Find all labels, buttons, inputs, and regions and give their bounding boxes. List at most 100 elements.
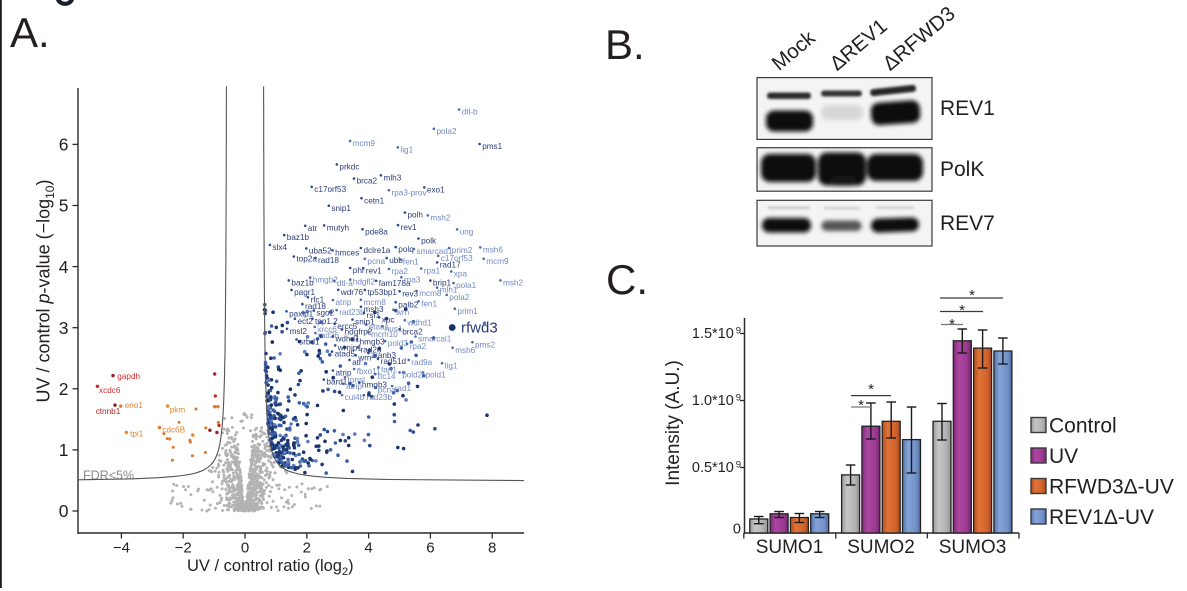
svg-text:pold3: pold3 — [388, 339, 408, 348]
svg-text:brca2: brca2 — [402, 327, 423, 336]
svg-text:gapdh: gapdh — [117, 372, 140, 381]
svg-text:tonsl: tonsl — [348, 375, 365, 384]
svg-text:REV1: REV1 — [940, 97, 995, 120]
svg-text:rpa2: rpa2 — [392, 267, 409, 276]
svg-text:smarcad1: smarcad1 — [417, 247, 453, 256]
svg-text:polh: polh — [408, 211, 424, 220]
svg-text:msh2: msh2 — [503, 279, 523, 288]
svg-text:1.5*10 9: 1.5*10 9 — [692, 326, 741, 343]
svg-text:wdr76: wdr76 — [340, 288, 364, 297]
svg-text:C.: C. — [606, 256, 648, 303]
svg-text:atad5: atad5 — [335, 350, 356, 359]
svg-text:UV: UV — [1049, 445, 1078, 468]
svg-text:lig1: lig1 — [400, 146, 413, 155]
svg-text:cul4b: cul4b — [345, 393, 365, 402]
svg-text:ctnnb1: ctnnb1 — [96, 407, 121, 416]
svg-text:wrn: wrn — [357, 353, 372, 362]
svg-text:wdhd1: wdhd1 — [406, 318, 432, 327]
svg-text:rad26: rad26 — [318, 331, 339, 340]
svg-text:pola2: pola2 — [437, 127, 457, 136]
svg-text:pkm: pkm — [170, 406, 186, 415]
svg-text:rad9a: rad9a — [411, 358, 432, 367]
svg-text:atrip: atrip — [336, 298, 352, 307]
svg-text:dtl-b: dtl-b — [462, 108, 478, 117]
svg-text:smarcal1: smarcal1 — [418, 335, 452, 344]
svg-text:msh6: msh6 — [483, 246, 503, 255]
svg-text:B.: B. — [605, 21, 645, 68]
svg-text:rfwd3: rfwd3 — [461, 319, 498, 336]
svg-text:−2: −2 — [175, 540, 192, 557]
svg-text:rad17: rad17 — [440, 261, 461, 270]
svg-text:fbxo11: fbxo11 — [357, 367, 381, 376]
svg-text:5: 5 — [59, 196, 69, 216]
svg-text:brip1: brip1 — [433, 279, 452, 288]
svg-text:rad18: rad18 — [318, 256, 339, 265]
svg-text:hmgb3: hmgb3 — [360, 338, 385, 347]
svg-text:hus1: hus1 — [385, 324, 403, 333]
svg-text:baz1b: baz1b — [291, 279, 314, 288]
svg-text:phr: phr — [353, 266, 365, 275]
svg-text:pold2: pold2 — [402, 371, 422, 380]
svg-text:*: * — [868, 381, 874, 398]
svg-text:pcna: pcna — [378, 385, 396, 394]
svg-text:mcm8: mcm8 — [419, 289, 442, 298]
svg-text:pold1: pold1 — [426, 371, 446, 380]
svg-text:prim2: prim2 — [452, 246, 473, 255]
svg-text:pms2: pms2 — [475, 340, 495, 349]
svg-text:atrip: atrip — [346, 382, 362, 391]
svg-text:rad23b: rad23b — [339, 308, 365, 317]
svg-text:srbd1: srbd1 — [299, 338, 320, 347]
svg-text:rpa3-prov: rpa3-prov — [392, 188, 428, 197]
svg-text:3: 3 — [59, 318, 69, 338]
svg-text:zranb3: zranb3 — [371, 351, 396, 360]
svg-text:atr: atr — [352, 358, 362, 367]
svg-text:Control: Control — [1049, 415, 1117, 438]
svg-text:1: 1 — [59, 440, 69, 460]
svg-text:dtl-a: dtl-a — [337, 279, 353, 288]
svg-text:mlh3: mlh3 — [384, 173, 402, 182]
svg-text:lig1: lig1 — [445, 361, 458, 370]
svg-text:2: 2 — [303, 540, 311, 557]
svg-text:cdc6B: cdc6B — [162, 425, 185, 434]
svg-text:exo1: exo1 — [427, 186, 445, 195]
svg-text:msh3: msh3 — [364, 305, 384, 314]
svg-text:1.0*10 9: 1.0*10 9 — [692, 393, 741, 410]
svg-text:mcm8: mcm8 — [364, 298, 387, 307]
svg-text:pms1: pms1 — [482, 142, 502, 151]
svg-text:0: 0 — [59, 501, 69, 521]
svg-text:Intensity (A.U.): Intensity (A.U.) — [663, 360, 684, 486]
svg-text:xpc: xpc — [382, 315, 395, 324]
svg-text:pcna: pcna — [367, 257, 385, 266]
svg-text:hmgb2: hmgb2 — [313, 276, 338, 285]
svg-text:rev1: rev1 — [366, 266, 382, 275]
svg-text:fam178a: fam178a — [379, 279, 411, 288]
svg-text:atr: atr — [308, 224, 318, 233]
svg-text:fen1: fen1 — [403, 258, 419, 267]
svg-text:c17orf53: c17orf53 — [441, 254, 473, 263]
svg-text:pola1: pola1 — [456, 281, 476, 290]
svg-text:0: 0 — [733, 522, 741, 538]
svg-text:xpa: xpa — [454, 270, 468, 279]
svg-text:rpa2: rpa2 — [410, 342, 427, 351]
svg-text:0.5*10 9: 0.5*10 9 — [692, 460, 741, 477]
svg-text:mutyh: mutyh — [327, 224, 350, 233]
svg-text:ect2: ect2 — [298, 317, 314, 326]
svg-text:prim1: prim1 — [457, 307, 478, 316]
svg-text:8: 8 — [488, 540, 496, 557]
svg-text:etaa1: etaa1 — [369, 323, 390, 332]
svg-text:*: * — [949, 316, 955, 333]
svg-text:brca2: brca2 — [357, 177, 378, 186]
svg-text:rpa1: rpa1 — [424, 267, 441, 276]
svg-text:snip1: snip1 — [331, 204, 351, 213]
svg-text:paxip1: paxip1 — [289, 309, 314, 318]
svg-text:rad26: rad26 — [361, 346, 382, 355]
svg-text:A.: A. — [10, 9, 50, 56]
svg-text:PolK: PolK — [940, 158, 984, 181]
svg-text:msh6: msh6 — [455, 346, 475, 355]
svg-text:cetn1: cetn1 — [364, 196, 384, 205]
svg-text:*: * — [969, 287, 975, 304]
svg-text:FDR<5%: FDR<5% — [83, 469, 134, 483]
svg-text:top2a: top2a — [296, 255, 317, 264]
svg-text:4: 4 — [59, 257, 69, 277]
svg-text:prkdc: prkdc — [339, 163, 359, 172]
